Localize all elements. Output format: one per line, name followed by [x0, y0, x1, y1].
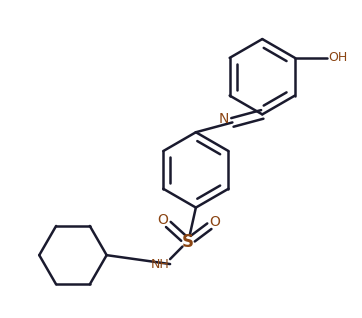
Text: O: O [209, 215, 220, 230]
Text: O: O [158, 213, 169, 227]
Text: OH: OH [329, 52, 348, 64]
Text: N: N [218, 113, 229, 127]
Text: NH: NH [151, 258, 169, 271]
Text: S: S [182, 233, 194, 251]
